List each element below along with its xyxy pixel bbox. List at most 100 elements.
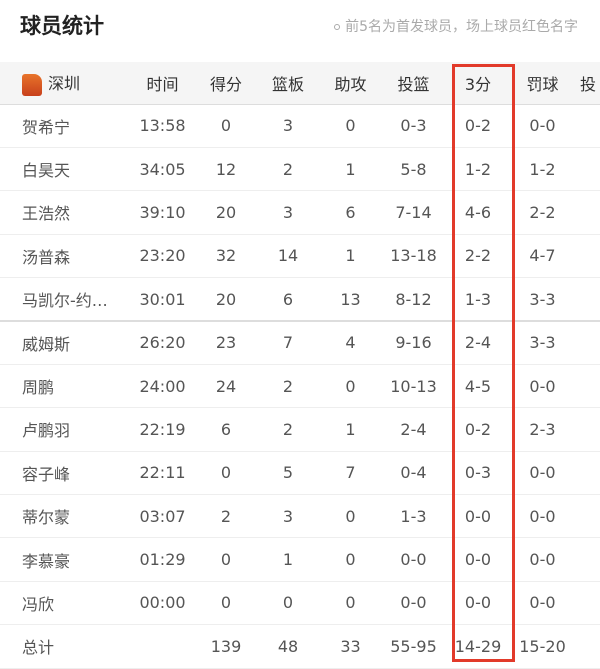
table-row[interactable]: 威姆斯 26:20 23 7 4 9-16 2-4 3-3 (0, 320, 600, 365)
stat-cell: 2 (257, 147, 319, 192)
table-header: 深圳 时间 得分 篮板 助攻 投篮 3分 罚球投 (0, 62, 600, 105)
table-row[interactable]: 卢鹏羽 22:19 6 2 1 2-4 0-2 2-3 (0, 407, 600, 452)
total-cell: 48 (257, 624, 319, 669)
stat-cell: 0 (195, 537, 257, 582)
table-row[interactable]: 蒂尔蒙 03:07 2 3 0 1-3 0-0 0-0 (0, 494, 600, 539)
column-header[interactable]: 罚球 (511, 62, 574, 105)
stat-cell: 00:00 (130, 581, 195, 626)
stat-cell: 2-4 (382, 407, 445, 452)
player-name: 汤普森 (0, 234, 130, 279)
stat-cell: 0 (257, 581, 319, 626)
team-header[interactable]: 深圳 (0, 62, 130, 105)
stat-cell (574, 147, 600, 192)
total-cell: 139 (195, 624, 257, 669)
stat-cell: 1 (319, 234, 382, 279)
stat-cell: 13 (319, 277, 382, 322)
stat-cell: 0-0 (445, 494, 511, 539)
player-name: 周鹏 (0, 364, 130, 409)
stat-cell: 03:07 (130, 494, 195, 539)
table-row[interactable]: 贺希宁 13:58 0 3 0 0-3 0-2 0-0 (0, 104, 600, 148)
stat-cell: 0 (319, 494, 382, 539)
stat-cell: 1-3 (382, 494, 445, 539)
total-cell: 14-29 (445, 624, 511, 669)
circle-icon (334, 24, 341, 30)
stat-cell: 13-18 (382, 234, 445, 279)
stat-cell: 39:10 (130, 190, 195, 235)
stat-cell: 0-4 (382, 451, 445, 496)
stat-cell: 7-14 (382, 190, 445, 235)
column-header[interactable]: 投 (574, 62, 600, 105)
player-name: 蒂尔蒙 (0, 494, 130, 539)
stat-cell: 2 (257, 364, 319, 409)
player-name: 卢鹏羽 (0, 407, 130, 452)
stat-cell: 0-3 (382, 104, 445, 148)
starter-note: 前5名为首发球员，场上球员红色名字 (334, 16, 578, 36)
stat-cell: 6 (319, 190, 382, 235)
team-logo-icon (22, 73, 42, 96)
player-name: 白昊天 (0, 147, 130, 192)
stat-cell: 2 (257, 407, 319, 452)
column-header[interactable]: 篮板 (257, 62, 319, 105)
table-row[interactable]: 冯欣 00:00 0 0 0 0-0 0-0 0-0 (0, 581, 600, 626)
table-row[interactable]: 李慕豪 01:29 0 1 0 0-0 0-0 0-0 (0, 537, 600, 582)
stat-cell: 4-6 (445, 190, 511, 235)
stat-cell: 14 (257, 234, 319, 279)
stat-cell: 8-12 (382, 277, 445, 322)
stat-cell: 22:19 (130, 407, 195, 452)
stat-cell: 1-3 (445, 277, 511, 322)
stat-cell: 4 (319, 320, 382, 365)
stat-cell: 0-2 (445, 407, 511, 452)
stat-cell: 1-2 (445, 147, 511, 192)
total-cell: 55-95 (382, 624, 445, 669)
stat-cell (574, 320, 600, 365)
stat-cell (574, 190, 600, 235)
table-row[interactable]: 白昊天 34:05 12 2 1 5-8 1-2 1-2 (0, 147, 600, 192)
team-name: 深圳 (48, 74, 81, 93)
total-cell (130, 624, 195, 669)
stat-cell: 6 (257, 277, 319, 322)
stat-cell: 20 (195, 190, 257, 235)
table-row[interactable]: 汤普森 23:20 32 14 1 13-18 2-2 4-7 (0, 234, 600, 279)
player-name: 贺希宁 (0, 104, 130, 148)
stat-cell: 3-3 (511, 277, 574, 322)
stat-cell: 10-13 (382, 364, 445, 409)
stat-cell: 0-0 (511, 451, 574, 496)
stat-cell: 24:00 (130, 364, 195, 409)
player-name: 马凯尔-约… (0, 277, 130, 322)
column-header[interactable]: 时间 (130, 62, 195, 105)
stat-cell: 30:01 (130, 277, 195, 322)
stat-cell: 7 (319, 451, 382, 496)
stat-cell: 2-2 (511, 190, 574, 235)
stat-cell (574, 234, 600, 279)
column-header[interactable]: 得分 (195, 62, 257, 105)
stat-cell: 0-0 (511, 104, 574, 148)
stat-cell: 5-8 (382, 147, 445, 192)
stat-cell (574, 451, 600, 496)
player-name: 容子峰 (0, 451, 130, 496)
total-cell: 33 (319, 624, 382, 669)
stat-cell: 0-0 (511, 581, 574, 626)
column-header[interactable]: 助攻 (319, 62, 382, 105)
stat-cell: 0 (195, 451, 257, 496)
table-row[interactable]: 马凯尔-约… 30:01 20 6 13 8-12 1-3 3-3 (0, 277, 600, 322)
stat-cell: 01:29 (130, 537, 195, 582)
table-row[interactable]: 容子峰 22:11 0 5 7 0-4 0-3 0-0 (0, 451, 600, 496)
stat-cell: 6 (195, 407, 257, 452)
stat-cell: 0-2 (445, 104, 511, 148)
player-name: 李慕豪 (0, 537, 130, 582)
note-text: 前5名为首发球员，场上球员红色名字 (345, 19, 578, 35)
stat-cell: 2-4 (445, 320, 511, 365)
player-name: 冯欣 (0, 581, 130, 626)
stat-cell: 2-3 (511, 407, 574, 452)
table-row[interactable]: 王浩然 39:10 20 3 6 7-14 4-6 2-2 (0, 190, 600, 235)
column-header[interactable]: 投篮 (382, 62, 445, 105)
stat-cell: 23 (195, 320, 257, 365)
player-name: 威姆斯 (0, 320, 130, 365)
stat-cell (574, 364, 600, 409)
stat-cell: 5 (257, 451, 319, 496)
table-row[interactable]: 周鹏 24:00 24 2 0 10-13 4-5 0-0 (0, 364, 600, 409)
stat-cell: 0 (319, 581, 382, 626)
stat-cell: 0 (195, 104, 257, 148)
player-stats-table: 深圳 时间 得分 篮板 助攻 投篮 3分 罚球投 贺希宁 13:58 0 3 0 0-3 0-2 0-0 白… (0, 62, 600, 669)
column-header[interactable]: 3分 (445, 62, 511, 105)
